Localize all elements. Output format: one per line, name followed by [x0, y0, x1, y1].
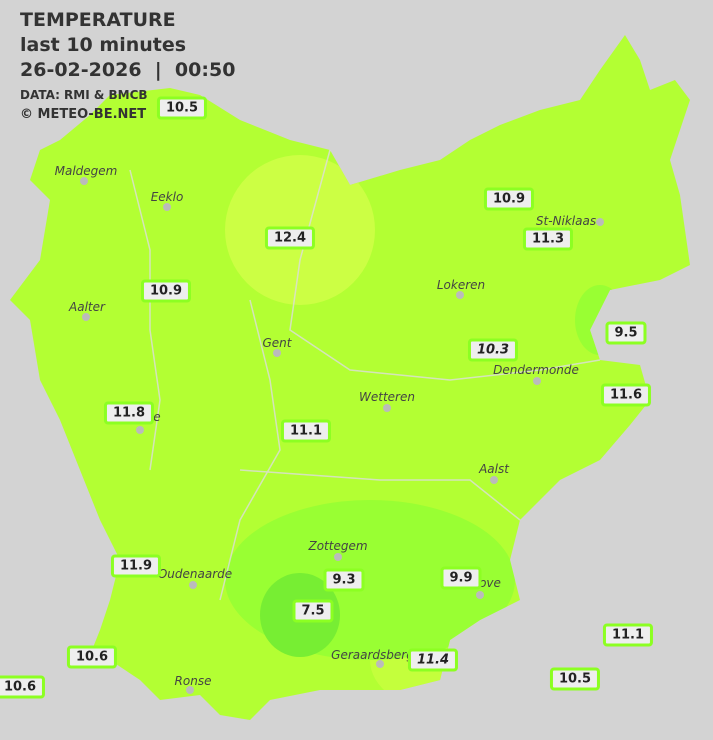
map-title: TEMPERATURE: [20, 9, 176, 31]
city-marker: [383, 404, 391, 412]
city-label: Ronse: [174, 674, 212, 688]
data-source: DATA: RMI & BMCB: [20, 88, 148, 102]
city-label: Geraardsbergen: [331, 648, 429, 662]
city-marker: [596, 218, 604, 226]
city-marker: [189, 581, 197, 589]
city-label: Aalst: [479, 462, 509, 476]
temperature-reading[interactable]: 11.1: [602, 623, 654, 647]
city-marker: [533, 377, 541, 385]
borders: [129, 149, 601, 601]
city-marker: [476, 591, 484, 599]
city-label: Dendermonde: [493, 363, 579, 377]
city-marker: [334, 553, 342, 561]
city-label: Aalter: [69, 300, 105, 314]
temperature-reading[interactable]: 11.6: [600, 383, 652, 407]
city-label: St-Niklaas: [535, 214, 597, 228]
city-label: Eeklo: [150, 190, 184, 204]
map-subtitle: last 10 minutes: [20, 34, 187, 56]
cool-zone-east: [575, 285, 625, 355]
city-marker: [80, 177, 88, 185]
temperature-reading[interactable]: 10.5: [156, 96, 208, 120]
city-label: Maldegem: [54, 164, 118, 178]
city-label: Zottegem: [308, 539, 368, 553]
temperature-reading[interactable]: 11.9: [110, 554, 162, 578]
temperature-reading[interactable]: 9.3: [323, 568, 365, 592]
copyright: © METEO-BE.NET: [20, 107, 147, 122]
temperature-reading[interactable]: 10.5: [549, 667, 601, 691]
temperature-reading[interactable]: 11.8: [103, 401, 155, 425]
city-marker: [273, 349, 281, 357]
city-marker: [136, 426, 144, 434]
temperature-reading[interactable]: 10.9: [483, 187, 535, 211]
map-datetime: 26-02-2026 | 00:50: [20, 59, 236, 81]
city-marker: [186, 686, 194, 694]
temperature-reading[interactable]: 11.3: [522, 227, 574, 251]
city-label: ove: [479, 576, 501, 590]
temperature-reading[interactable]: 9.9: [440, 566, 482, 590]
city-marker: [490, 476, 498, 484]
temperature-reading[interactable]: 10.9: [140, 279, 192, 303]
temperature-reading[interactable]: 10.6: [0, 675, 46, 699]
city-marker: [376, 660, 384, 668]
city-label: Oudenaarde: [157, 567, 233, 581]
city-marker: [82, 313, 90, 321]
city-label: Wetteren: [359, 390, 415, 404]
city-marker: [163, 203, 171, 211]
temperature-reading[interactable]: 11.1: [280, 419, 332, 443]
city-label: e: [153, 410, 161, 424]
temperature-reading[interactable]: 10.3: [467, 338, 519, 362]
temperature-reading[interactable]: 10.6: [66, 645, 118, 669]
temperature-reading[interactable]: 12.4: [264, 226, 316, 250]
city-label: Gent: [262, 336, 292, 350]
temperature-reading[interactable]: 11.4: [407, 648, 459, 672]
temperature-reading[interactable]: 9.5: [605, 321, 647, 345]
city-marker: [456, 291, 464, 299]
temperature-reading[interactable]: 7.5: [292, 599, 334, 623]
city-label: Lokeren: [436, 278, 486, 292]
